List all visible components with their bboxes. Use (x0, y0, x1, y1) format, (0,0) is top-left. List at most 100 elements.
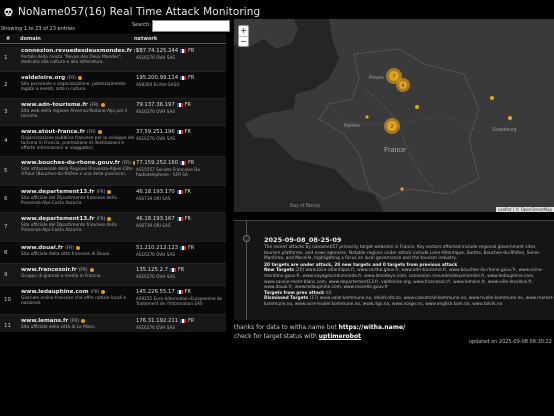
domain-name[interactable]: www.lemans.fr (FR) (21, 318, 135, 324)
column-header-num[interactable]: # (6, 35, 11, 42)
page-title: NoName057(16) Real Time Attack Monitorin… (18, 6, 261, 18)
country-tag: (FR) (89, 102, 99, 108)
domain-cell: connexion.revuedesdeuxmondes.fr (FR) Porta… (21, 48, 143, 65)
domain-text[interactable]: www.departement13.fr (21, 216, 95, 222)
ip-address: 51.210.212.123 (136, 245, 179, 251)
table-row[interactable]: 2 valdeloire.org (FR) Sito personale o orga… (0, 72, 226, 99)
domain-cell: www.douai.fr (FR) Sito ufficiale della cit… (21, 245, 135, 257)
zoom-in-button[interactable]: + (240, 26, 247, 35)
map-canvas: 7 4 2 Rouen France Strasbourg Nantes Bay… (234, 19, 554, 212)
attack-marker[interactable] (415, 105, 419, 109)
domain-description: Sito ufficiale della città francese di D… (21, 252, 111, 257)
map-label: Bay of Biscay (290, 203, 321, 209)
domain-text[interactable]: www.ledauphine.com (21, 289, 89, 295)
france-flag-icon (176, 130, 183, 134)
country-tag: (FR) (78, 267, 88, 273)
france-flag-icon (180, 161, 187, 165)
network-cell: 176.31.192.211 FR AS16276 OVH SAS (136, 318, 226, 330)
search-input[interactable] (152, 20, 230, 32)
row-number: 3 (4, 109, 8, 115)
as-info: AS16276 OVH SAS (136, 325, 176, 330)
as-info: AS16276 OVH SAS (136, 55, 176, 60)
domain-text[interactable]: connexion.revuedesdeuxmondes.fr (21, 48, 132, 54)
domain-cell: www.francesoir.fr (FR) Gruppo di giornali … (21, 267, 135, 279)
domain-name[interactable]: www.departement13.fr (FR) (21, 216, 135, 222)
map-attribution[interactable]: Leaflet | © OpenStreetMap (495, 207, 554, 212)
domain-description: Sito personale o organizzazione, potenzi… (21, 82, 126, 93)
new-targets-label: New Targets (264, 268, 294, 274)
as-info: AS16276 OVH SAS (136, 252, 176, 257)
table-row[interactable]: 6 www.departement13.fr (FR) Sito ufficiale … (0, 186, 226, 213)
country-tag: (FR) (70, 318, 80, 324)
dismissed-targets-list: (17) www.valer.kommune.no, ohold.nfd.no,… (264, 296, 554, 307)
map-label: France (384, 147, 406, 154)
table-row[interactable]: 3 www.adn-tourisme.fr (FR) Sito web della r… (0, 99, 226, 126)
table-row[interactable]: 10 www.ledauphine.com (FR) Giornale online … (0, 286, 226, 315)
attack-marker[interactable] (365, 115, 369, 119)
country-code: FR (188, 160, 195, 166)
table-row[interactable]: 7 www.departement13.fr (FR) Sito ufficiale … (0, 213, 226, 242)
attack-map[interactable]: 7 4 2 Rouen France Strasbourg Nantes Bay… (234, 19, 554, 212)
attack-marker[interactable] (508, 116, 512, 120)
ip-address: 37.59.251.196 (136, 129, 175, 135)
table-controls: Showing 1 to 23 of 23 entries Search: (0, 20, 232, 34)
ip-line: 37.59.251.196 FR (136, 129, 226, 135)
domain-text[interactable]: www.atout-france.fr (21, 129, 85, 135)
domain-cell: www.atout-france.fr (FR) Organizzazione pu… (21, 129, 135, 152)
france-flag-icon (176, 217, 183, 221)
row-number: 2 (4, 82, 8, 88)
country-tag: (FR) (96, 216, 106, 222)
table-row[interactable]: 9 www.francesoir.fr (FR) Gruppo di giornali… (0, 264, 226, 286)
table-row[interactable]: 8 www.douai.fr (FR) Sito ufficiale della ci… (0, 242, 226, 264)
table-row[interactable]: 11 www.lemans.fr (FR) Sito ufficiale della … (0, 315, 226, 332)
ip-address: 46.18.193.170 (136, 189, 175, 195)
zoom-out-button[interactable]: − (239, 36, 248, 46)
domain-text[interactable]: www.lemans.fr (21, 318, 69, 324)
table-row[interactable]: 1 connexion.revuedesdeuxmondes.fr (FR) Port… (0, 45, 226, 72)
domain-name[interactable]: www.atout-france.fr (FR) (21, 129, 135, 135)
attack-marker[interactable] (400, 187, 404, 191)
domain-name[interactable]: www.francesoir.fr (FR) (21, 267, 135, 273)
ip-line: 77.159.252.160 FR (136, 160, 226, 166)
country-code: FR (184, 129, 191, 135)
column-header-domain[interactable]: domain (20, 35, 41, 42)
domain-text[interactable]: www.adn-tourisme.fr (21, 102, 88, 108)
domain-name[interactable]: connexion.revuedesdeuxmondes.fr (FR) (21, 48, 143, 54)
witha-link[interactable]: https://witha.name/ (338, 324, 406, 331)
column-header-network[interactable]: network (134, 35, 158, 42)
domain-text[interactable]: www.departement13.fr (21, 189, 95, 195)
table-row[interactable]: 4 www.atout-france.fr (FR) Organizzazione p… (0, 126, 226, 157)
domain-cell: www.lemans.fr (FR) Sito ufficiale della ci… (21, 318, 135, 330)
attack-marker[interactable] (490, 96, 494, 100)
country-code: FR (184, 289, 191, 295)
cluster-marker-core (387, 121, 397, 131)
table-body: 1 connexion.revuedesdeuxmondes.fr (FR) Port… (0, 45, 226, 332)
domain-cell: valdeloire.org (FR) Sito personale o organ… (21, 75, 135, 92)
uptimerobot-link[interactable]: uptimerobot (318, 333, 361, 340)
domain-text[interactable]: www.bouches-du-rhone.gouv.fr (21, 160, 120, 166)
table-row[interactable]: 5 www.bouches-du-rhone.gouv.fr (FR) Sito is… (0, 157, 226, 186)
domain-cell: www.departement13.fr (FR) Sito ufficiale d… (21, 189, 135, 206)
domain-description: Organizzazione pubblica francese per lo … (21, 136, 135, 152)
row-number: 6 (4, 196, 8, 202)
prev-targets-label: Targets from prev attack (264, 290, 325, 296)
network-cell: 79.137.36.197 FR AS16276 OVH SAS (136, 102, 226, 114)
domain-cell: www.departement13.fr (FR) Sito ufficiale d… (21, 216, 135, 233)
domain-name[interactable]: www.ledauphine.com (FR) (21, 289, 135, 295)
ip-line: 135.125.2.7 FR (136, 267, 226, 273)
france-flag-icon (176, 190, 183, 194)
domain-name[interactable]: www.douai.fr (FR) (21, 245, 135, 251)
domain-name[interactable]: www.bouches-du-rhone.gouv.fr (FR) (21, 160, 135, 166)
domain-text[interactable]: valdeloire.org (21, 75, 66, 81)
domain-text[interactable]: www.douai.fr (21, 245, 64, 251)
france-flag-icon (176, 103, 183, 107)
domain-name[interactable]: valdeloire.org (FR) (21, 75, 135, 81)
domain-text[interactable]: www.francesoir.fr (21, 267, 77, 273)
timeline-content: The recent attacks by noname057 primaril… (264, 245, 554, 308)
domain-name[interactable]: www.departement13.fr (FR) (21, 189, 135, 195)
targets-table: # domain network 1 connexion.revuedesdeux… (0, 34, 226, 332)
prev-targets-list: (0) (325, 290, 332, 296)
domain-name[interactable]: www.adn-tourisme.fr (FR) (21, 102, 135, 108)
ip-line: 46.18.193.170 FR (136, 189, 226, 195)
domain-description: Sito web della regione Alvernia-Rodano-A… (21, 109, 128, 120)
